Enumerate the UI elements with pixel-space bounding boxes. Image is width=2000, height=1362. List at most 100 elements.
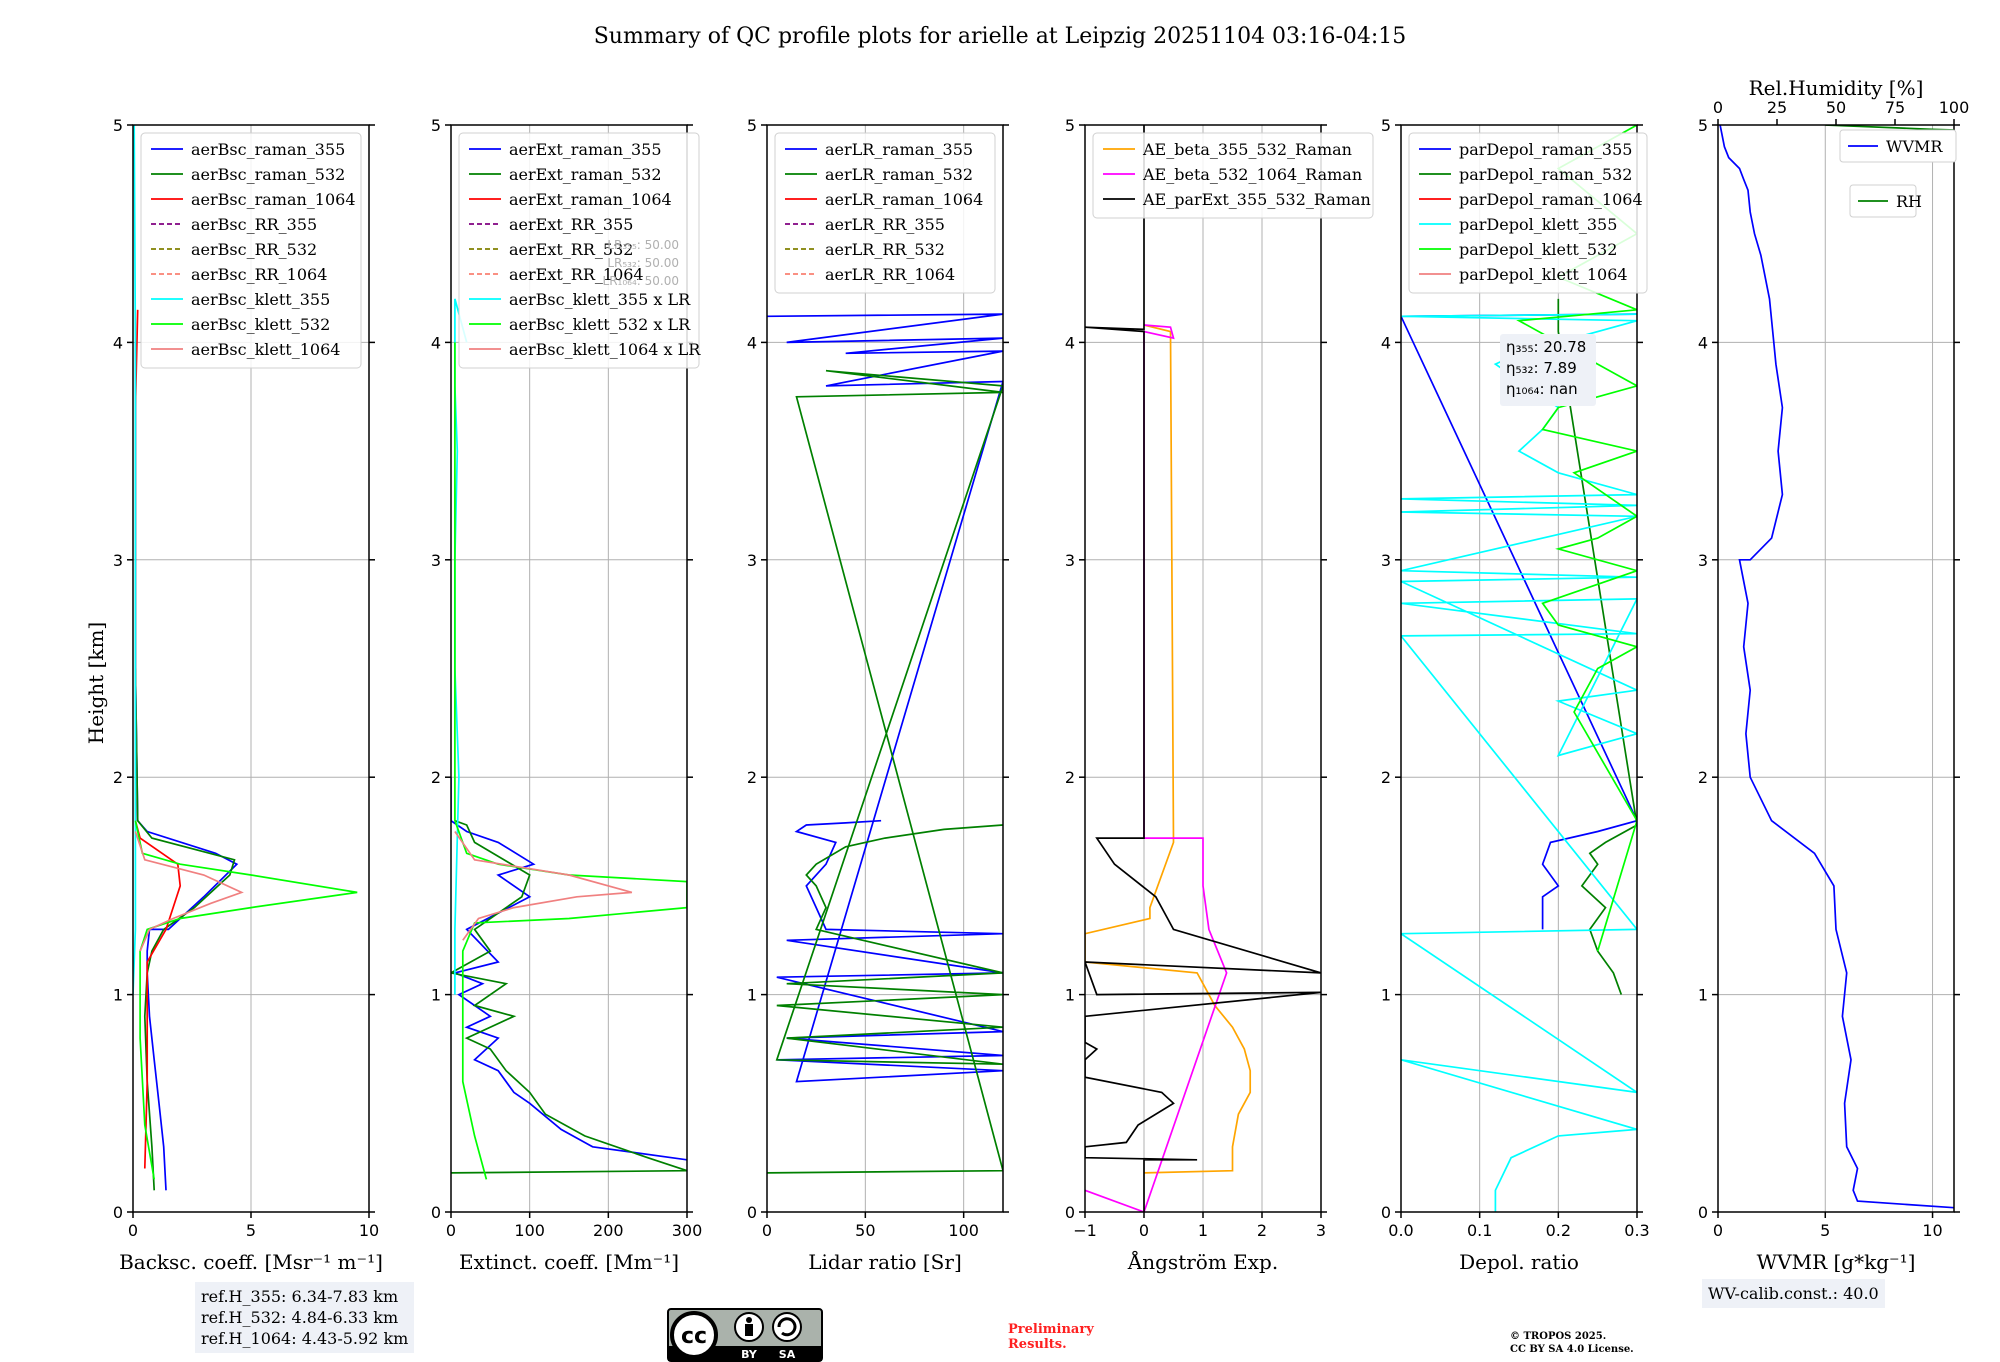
legend-box (140, 132, 362, 369)
x-axis-label: Ångström Exp. (1127, 1249, 1278, 1274)
x-tick-label: 0 (128, 1221, 138, 1240)
legend-entry: aerBsc_RR_355 (191, 215, 317, 234)
series-aerExt_raman_532 (451, 819, 687, 1174)
legend-entry: aerBsc_RR_1064 (191, 265, 327, 284)
legend-entry: parDepol_raman_355 (1459, 140, 1632, 159)
panel-bsc: 0 5 10 0 1 2 3 4 5 Backsc. coeff. [Msr⁻¹ m⁻¹] aerB… (113, 116, 383, 1274)
legend-entry: aerBsc_klett_355 (191, 290, 330, 309)
reference-height-box: ref.H_355: 6.34-7.83 km ref.H_532: 4.84-… (195, 1282, 415, 1353)
y-tick-label: 3 (1065, 551, 1075, 570)
x-tick-label: 2 (1257, 1221, 1267, 1240)
x-tick-label: −1 (1073, 1221, 1097, 1240)
y-tick-label: 4 (1381, 333, 1391, 352)
legend-box (1839, 129, 1957, 163)
x-axis-label: Lidar ratio [Sr] (808, 1250, 962, 1274)
legend-entry: AE_beta_355_532_Raman (1142, 140, 1352, 159)
series-parDepol_raman_355 (1401, 313, 1637, 930)
figure-title: Summary of QC profile plots for arielle … (594, 24, 1407, 49)
panel-frame (766, 124, 1004, 1213)
legend-entry: RH (1896, 192, 1922, 211)
y-tick-label: 2 (431, 768, 441, 787)
panel-frame (132, 124, 370, 1213)
legend-entry: parDepol_raman_532 (1459, 165, 1632, 184)
sa-share-icon (772, 1312, 802, 1342)
legend-entry: parDepol_klett_1064 (1459, 265, 1628, 284)
y-tick-label: 1 (1381, 986, 1391, 1005)
y-tick-label: 0 (1065, 1203, 1075, 1222)
series-aerBsc_klett_355 x LR (454, 298, 468, 995)
top-tick-label: 100 (1939, 98, 1970, 117)
y-tick-label: 1 (431, 986, 441, 1005)
y-tick-label: 3 (431, 551, 441, 570)
y-tick-label: 0 (747, 1203, 757, 1222)
legend-entry: aerLR_RR_532 (825, 240, 945, 259)
x-tick-label: 300 (672, 1221, 703, 1240)
cc-icon (670, 1311, 718, 1359)
y-tick-label: 5 (1065, 116, 1075, 135)
x-tick-label: 10 (1922, 1221, 1942, 1240)
legend-box (1408, 132, 1648, 294)
wv-calib-text: WV-calib.const.: 40.0 (1708, 1284, 1879, 1303)
panel-frame (1717, 124, 1955, 1213)
y-tick-label: 2 (113, 768, 123, 787)
panel-frame (1084, 124, 1322, 1213)
y-tick-label: 1 (1698, 986, 1708, 1005)
ref-h-355: ref.H_355: 6.34-7.83 km (201, 1287, 399, 1306)
series-aerBsc_klett_532 (134, 820, 358, 1180)
x-axis-label: Extinct. coeff. [Mm⁻¹] (459, 1250, 679, 1274)
y-tick-label: 3 (113, 551, 123, 570)
series-AE_beta_355_532_Raman (1085, 324, 1252, 1174)
x-tick-label: 10 (359, 1221, 379, 1240)
eta-label: η₁₀₆₄: nan (1506, 380, 1578, 398)
panel-ext: 0 100 200 300 0 1 2 3 4 5 Extinct. coeff. [Mm⁻¹] ae… (431, 116, 702, 1274)
wv-calib-box: WV-calib.const.: 40.0 (1702, 1279, 1885, 1308)
legend-entry: aerExt_RR_532 (509, 240, 633, 259)
y-tick-label: 1 (1065, 986, 1075, 1005)
by-label: BY (741, 1348, 758, 1361)
eta-box (1500, 334, 1596, 406)
y-tick-label: 3 (1381, 551, 1391, 570)
top-tick-label: 75 (1885, 98, 1905, 117)
legend-entry: parDepol_raman_1064 (1459, 190, 1643, 209)
panel-depol: 0.0 0.1 0.2 0.3 0 1 2 3 4 5 Depol. ratio parDepol_r… (1381, 116, 1650, 1274)
legend-entry: aerBsc_klett_532 (191, 315, 330, 334)
x-tick-label: 5 (1820, 1221, 1830, 1240)
y-tick-label: 0 (431, 1203, 441, 1222)
legend-entry: aerBsc_klett_532 x LR (509, 315, 691, 334)
cc-by-sa-badge: cc BY SA (667, 1308, 823, 1362)
legend-entry: aerBsc_klett_1064 x LR (509, 340, 701, 359)
legend-entry: aerBsc_klett_355 x LR (509, 290, 691, 309)
eta-label: η₃₅₅: 20.78 (1506, 338, 1586, 356)
legend-entry: aerLR_raman_1064 (825, 190, 983, 209)
legend-entry: aerBsc_raman_355 (191, 140, 345, 159)
x-tick-label: 0.1 (1467, 1221, 1492, 1240)
panel-lr: 0 50 100 0 1 2 3 4 5 Lidar ratio [Sr] aerLR_raman_… (747, 116, 1009, 1274)
y-tick-label: 4 (747, 333, 757, 352)
series-AE_parExt_355_532_Raman (1085, 125, 1321, 1212)
top-axis-label: Rel.Humidity [%] (1749, 76, 1924, 100)
series-AE_beta_532_1064_Raman (1085, 324, 1228, 1212)
x-axis-label: Depol. ratio (1459, 1250, 1579, 1274)
preliminary-note: Preliminary Results. (1008, 1322, 1094, 1352)
preliminary-line-2: Results. (1008, 1337, 1067, 1352)
y-tick-label: 4 (1065, 333, 1075, 352)
y-tick-label: 2 (747, 768, 757, 787)
ref-h-1064: ref.H_1064: 4.43-5.92 km (201, 1329, 409, 1348)
preliminary-line-1: Preliminary (1008, 1322, 1094, 1337)
y-tick-label: 0 (113, 1203, 123, 1222)
series-RH (1825, 125, 1954, 131)
y-tick-label: 4 (113, 333, 123, 352)
y-tick-label: 3 (747, 551, 757, 570)
x-axis-label: Backsc. coeff. [Msr⁻¹ m⁻¹] (119, 1250, 383, 1274)
x-tick-label: 0 (762, 1221, 772, 1240)
series-WVMR (1719, 125, 1954, 1209)
legend-box (458, 132, 700, 369)
legend-entry: aerBsc_RR_532 (191, 240, 317, 259)
y-tick-label: 5 (747, 116, 757, 135)
x-tick-label: 0 (1139, 1221, 1149, 1240)
legend-entry: aerLR_RR_355 (825, 215, 945, 234)
x-tick-label: 3 (1316, 1221, 1326, 1240)
series-aerBsc_raman_1064 (134, 309, 182, 1169)
